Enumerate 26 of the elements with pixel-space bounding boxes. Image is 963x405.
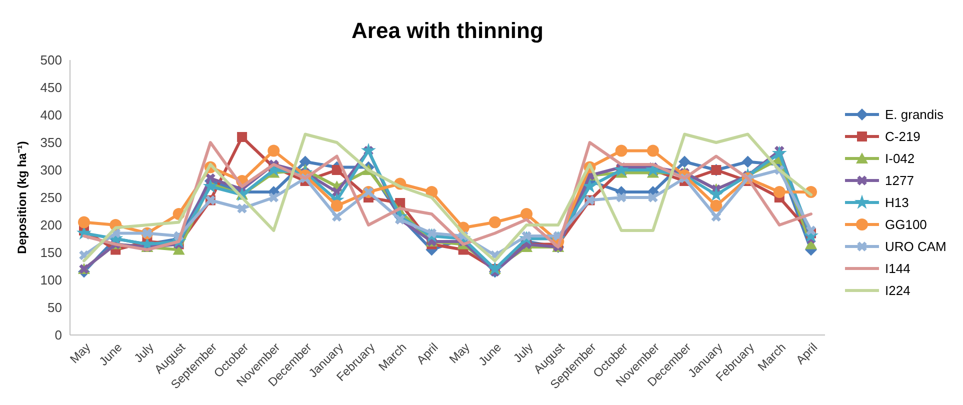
legend-label: H13 xyxy=(885,195,909,210)
x-tick-label: May xyxy=(446,340,472,366)
y-axis-title: Deposition (kg ha⁻¹) xyxy=(15,141,29,254)
legend-label: I144 xyxy=(885,261,910,276)
y-tick-label: 300 xyxy=(40,162,62,178)
chart-title: Area with thinning xyxy=(352,18,544,43)
y-tick-label: 250 xyxy=(40,190,62,206)
y-tick-label: 50 xyxy=(48,300,62,316)
legend-label: E. grandis xyxy=(885,107,944,122)
legend-label: GG100 xyxy=(885,217,927,232)
y-tick-label: 350 xyxy=(40,135,62,150)
y-tick-label: 500 xyxy=(40,52,62,68)
y-tick-label: 0 xyxy=(54,328,62,343)
legend-label: C-219 xyxy=(885,129,920,144)
x-tick-label: May xyxy=(67,340,94,366)
y-tick-label: 100 xyxy=(40,272,62,288)
legend-label: 1277 xyxy=(885,173,914,188)
x-tick-label: July xyxy=(131,340,156,366)
legend-label: URO CAM xyxy=(885,239,946,254)
y-tick-label: 450 xyxy=(40,80,62,96)
y-tick-label: 150 xyxy=(40,245,62,260)
y-tick-label: 200 xyxy=(40,218,62,233)
x-tick-label: July xyxy=(510,340,536,366)
legend-label: I224 xyxy=(885,283,910,298)
legend-label: I-042 xyxy=(885,151,915,166)
y-tick-label: 400 xyxy=(40,108,62,123)
